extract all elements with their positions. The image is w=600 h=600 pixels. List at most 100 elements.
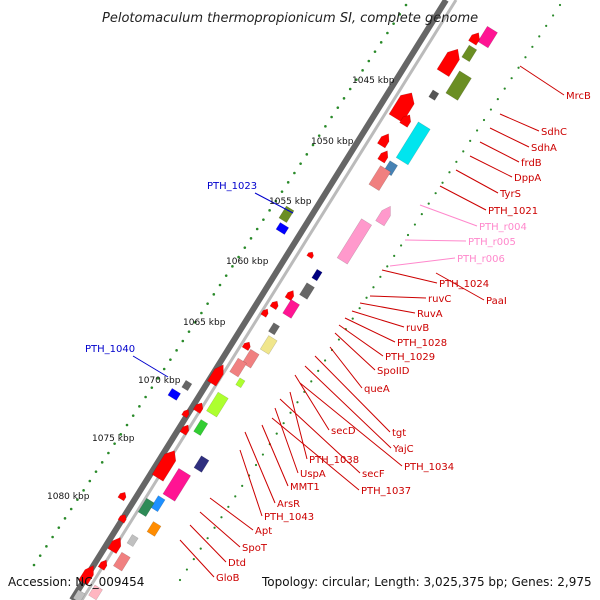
gene-feature[interactable] — [181, 408, 191, 419]
gene-arrow — [377, 133, 390, 149]
gene-feature[interactable] — [207, 362, 227, 387]
gene-label[interactable]: PTH_r005 — [468, 237, 516, 248]
gene-label[interactable]: ruvC — [428, 294, 451, 305]
gene-label[interactable]: queA — [364, 384, 390, 395]
gene-label[interactable]: PTH_1021 — [488, 206, 538, 217]
gene-feature[interactable] — [181, 379, 193, 392]
gene-feature[interactable] — [193, 455, 210, 473]
gene-feature[interactable] — [284, 289, 296, 302]
gene-feature[interactable] — [150, 495, 166, 513]
gene-feature[interactable] — [377, 131, 392, 149]
gene-feature[interactable] — [399, 112, 414, 128]
gene-label[interactable]: PTH_1024 — [439, 279, 489, 290]
gene-label[interactable]: PTH_1038 — [309, 455, 359, 466]
scale-dot — [51, 535, 54, 539]
gene-label[interactable]: UspA — [300, 469, 326, 480]
gene-block — [150, 495, 166, 513]
gene-feature[interactable] — [375, 204, 395, 227]
leader-line — [179, 539, 215, 578]
gene-label[interactable]: MMT1 — [290, 482, 320, 493]
gene-label[interactable]: YajC — [392, 444, 414, 455]
gene-label[interactable]: SpoIID — [377, 366, 410, 377]
gene-label[interactable]: GloB — [216, 573, 240, 584]
gene-label[interactable]: PTH_1034 — [404, 462, 454, 473]
gene-feature[interactable] — [126, 534, 139, 548]
gene-feature[interactable] — [445, 70, 472, 101]
scale-dot — [144, 395, 147, 399]
gene-feature[interactable] — [468, 30, 482, 46]
scale-dot — [88, 479, 92, 483]
scale-dot — [206, 302, 209, 305]
gene-feature[interactable] — [306, 250, 315, 260]
gene-label[interactable]: Dtd — [228, 558, 246, 569]
gene-label[interactable]: PTH_1040 — [85, 344, 135, 355]
gene-feature[interactable] — [206, 391, 229, 418]
gene-feature[interactable] — [192, 401, 205, 414]
gene-feature[interactable] — [477, 25, 498, 49]
gene-feature[interactable] — [193, 419, 209, 436]
gene-feature[interactable] — [146, 521, 162, 537]
gene-label[interactable]: ruvB — [406, 323, 429, 334]
gene-label[interactable]: PTH_1037 — [361, 486, 411, 497]
gene-label[interactable]: secF — [362, 469, 385, 480]
gene-feature[interactable] — [241, 340, 252, 351]
gene-feature[interactable] — [311, 268, 323, 282]
gene-feature[interactable] — [179, 423, 191, 436]
gene-block — [113, 551, 131, 572]
scale-dot — [261, 453, 265, 456]
gene-feature[interactable] — [229, 357, 247, 378]
gene-label[interactable]: PTH_1029 — [385, 352, 435, 363]
gene-feature[interactable] — [88, 584, 103, 600]
gene-feature[interactable] — [167, 387, 181, 401]
gene-label[interactable]: SdhC — [541, 127, 567, 138]
gene-label[interactable]: tgt — [392, 428, 406, 439]
gene-feature[interactable] — [368, 165, 392, 191]
gene-label[interactable]: MrcB — [566, 91, 591, 102]
gene-block — [126, 534, 139, 548]
gene-label[interactable]: PTH_r004 — [479, 222, 527, 233]
gene-label[interactable]: PTH_1023 — [207, 181, 257, 192]
gene-feature[interactable] — [278, 205, 295, 224]
gene-feature[interactable] — [275, 222, 290, 235]
gene-feature[interactable] — [395, 121, 431, 166]
gene-feature[interactable] — [117, 513, 128, 524]
gene-feature[interactable] — [151, 447, 180, 482]
scale-dot — [311, 143, 315, 147]
gene-label[interactable]: PTH_r006 — [457, 254, 505, 265]
gene-feature[interactable] — [260, 307, 270, 318]
gene-feature[interactable] — [268, 322, 280, 336]
gene-feature[interactable] — [117, 490, 128, 502]
gene-feature[interactable] — [436, 45, 464, 77]
gene-label[interactable]: ArsR — [277, 499, 300, 510]
gene-label[interactable]: SpoT — [242, 543, 268, 554]
gene-label[interactable]: RuvA — [417, 309, 443, 320]
gene-feature[interactable] — [137, 497, 155, 517]
gene-feature[interactable] — [72, 589, 86, 600]
gene-label[interactable]: secD — [331, 426, 356, 437]
gene-feature[interactable] — [107, 535, 125, 555]
gene-label[interactable]: Apt — [255, 526, 272, 537]
gene-label[interactable]: frdB — [521, 158, 542, 169]
gene-feature[interactable] — [388, 89, 418, 123]
gene-feature[interactable] — [259, 335, 278, 355]
leader-line — [381, 269, 438, 284]
gene-feature[interactable] — [299, 282, 315, 300]
gene-feature[interactable] — [162, 468, 192, 502]
gene-feature[interactable] — [97, 558, 109, 571]
gene-feature[interactable] — [269, 299, 280, 311]
leader-line — [132, 355, 169, 378]
gene-feature[interactable] — [282, 299, 300, 319]
gene-label[interactable]: DppA — [514, 173, 541, 184]
gene-label[interactable]: SdhA — [531, 143, 557, 154]
gene-label[interactable]: PTH_1043 — [264, 512, 314, 523]
gene-feature[interactable] — [336, 218, 373, 265]
gene-feature[interactable] — [377, 149, 391, 164]
gene-label[interactable]: PaaI — [486, 296, 507, 307]
gene-feature[interactable] — [235, 377, 246, 389]
gene-feature[interactable] — [428, 89, 440, 101]
gene-feature[interactable] — [461, 44, 478, 63]
gene-feature[interactable] — [78, 563, 98, 586]
gene-label[interactable]: PTH_1028 — [397, 338, 447, 349]
gene-label[interactable]: TyrS — [499, 189, 521, 200]
gene-feature[interactable] — [113, 551, 131, 572]
